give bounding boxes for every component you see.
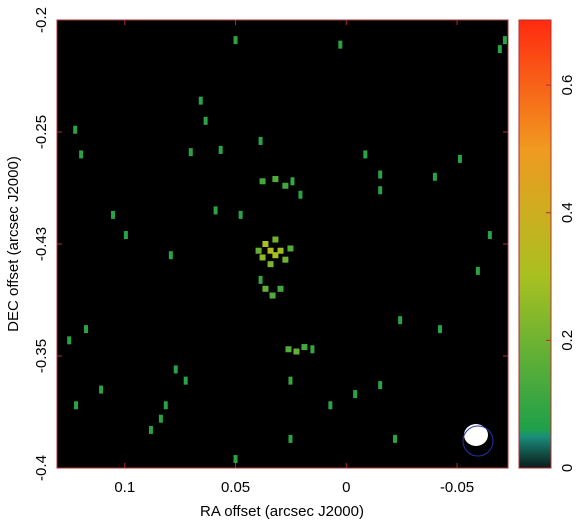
beam-outline [462, 425, 494, 457]
emission-cell [233, 36, 238, 45]
emission-cell [487, 231, 492, 240]
colorbar-tick-label: 0.2 [559, 330, 576, 351]
plot-background [57, 20, 508, 468]
x-tick-label: 0.05 [221, 479, 250, 496]
x-tick-label: 0 [342, 479, 350, 496]
emission-cell [301, 344, 308, 351]
emission-cell [298, 190, 303, 199]
emission-cell [272, 176, 279, 183]
emission-cell [258, 275, 263, 284]
x-tick-label: -0.05 [440, 479, 474, 496]
emission-cell [398, 316, 403, 325]
emission-cell [262, 285, 269, 292]
emission-cell [259, 178, 266, 185]
emission-cell [353, 390, 358, 399]
emission-cell [233, 455, 238, 464]
emission-cell [148, 425, 153, 434]
y-tick-label: -0.25 [33, 115, 50, 149]
emission-cell [288, 376, 293, 385]
emission-cell [282, 182, 289, 189]
emission-cell [437, 325, 442, 334]
colorbar-tick-label: 0.4 [559, 202, 576, 223]
emission-cell [163, 401, 168, 410]
emission-cell [277, 285, 284, 292]
emission-cell [378, 381, 383, 390]
emission-cell [238, 210, 243, 219]
emission-cell [267, 247, 274, 254]
emission-cell [111, 210, 116, 219]
y-axis-label: DEC offset (arcsec J2000) [5, 156, 22, 332]
emission-cell [67, 336, 72, 345]
y-tick-label: -0.2 [33, 7, 50, 33]
emission-cell [84, 325, 89, 334]
emission-cell [188, 148, 193, 157]
emission-cell [378, 170, 383, 179]
emission-cell [282, 256, 289, 263]
y-tick-label: -0.35 [33, 339, 50, 373]
emission-cell [475, 266, 480, 275]
emission-cell [328, 401, 333, 410]
emission-cell [393, 434, 398, 443]
colorbar-tick-label: 0.6 [559, 75, 576, 96]
emission-cell [255, 247, 262, 254]
colorbar-tick-label: 0 [559, 464, 576, 472]
emission-cell [218, 145, 223, 154]
emission-cell [293, 348, 300, 355]
emission-cell [502, 36, 507, 45]
y-tick-label: -0.4 [33, 455, 50, 481]
emission-cell [258, 136, 263, 145]
emission-cell [262, 241, 269, 247]
emission-cell [288, 434, 293, 443]
emission-cell [203, 116, 208, 125]
emission-cell [287, 245, 294, 252]
emission-cell [272, 236, 279, 243]
y-tick-label: -0.43 [33, 227, 50, 261]
emission-cell [73, 125, 78, 134]
x-tick-label: 0.1 [114, 479, 135, 496]
emission-cell [74, 401, 79, 410]
emission-cell [310, 345, 315, 354]
emission-cell [198, 96, 203, 105]
emission-cell [497, 45, 502, 54]
emission-cell [432, 172, 437, 181]
emission-cell [272, 252, 279, 259]
emission-cell [183, 376, 188, 385]
emission-cell [99, 385, 104, 394]
emission-cell [338, 40, 343, 49]
emission-cell [158, 414, 163, 423]
beam [464, 424, 488, 446]
emission-cell [259, 254, 266, 261]
emission-cell [269, 292, 276, 299]
colorbar [518, 19, 552, 469]
emission-cell [290, 177, 295, 186]
emission-cell [363, 150, 368, 159]
emission-cell [168, 251, 173, 260]
emission-cell [213, 206, 218, 215]
emission-cell [378, 186, 383, 195]
emission-cell [285, 346, 292, 353]
emission-cell [79, 150, 84, 159]
emission-cell [277, 247, 284, 254]
x-axis-label: RA offset (arcsec J2000) [200, 503, 364, 520]
emission-cell [123, 231, 128, 240]
emission-cell [267, 261, 274, 268]
emission-cell [457, 154, 462, 163]
emission-cell [173, 365, 178, 374]
